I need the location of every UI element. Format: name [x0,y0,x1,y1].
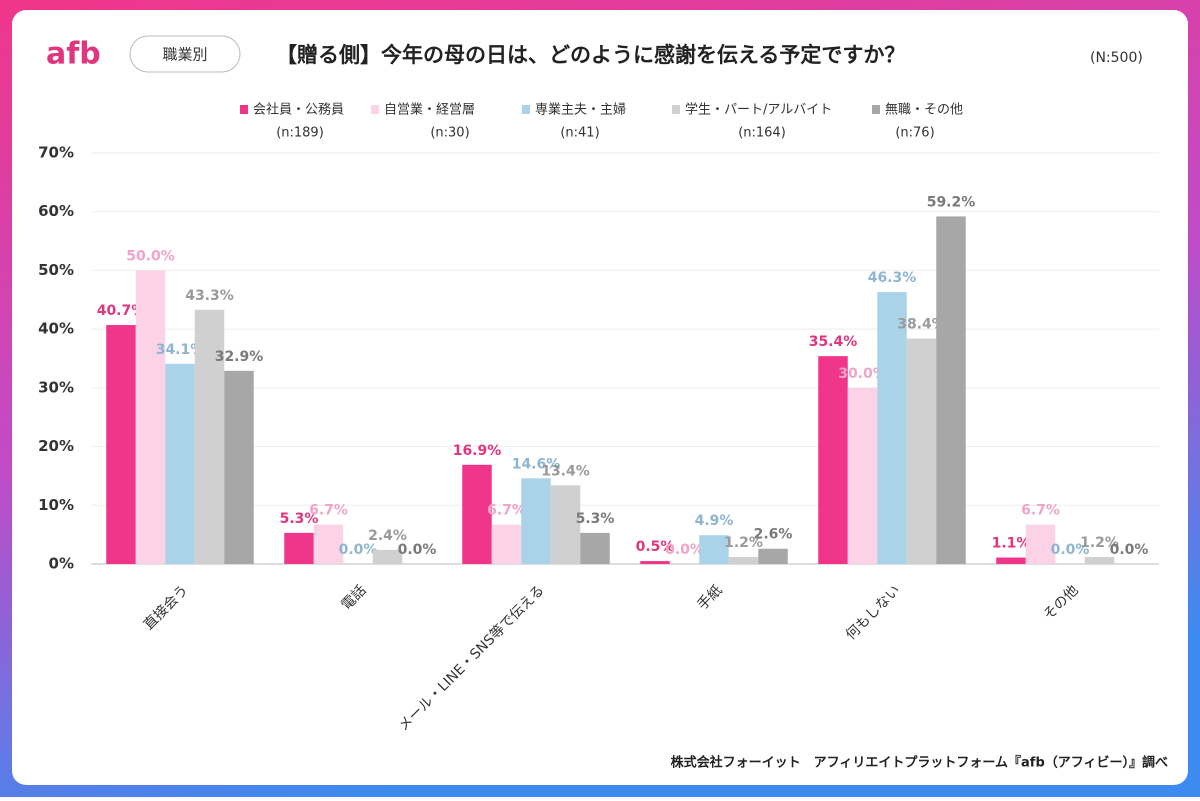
legend-label: 専業主夫・主婦 [535,102,626,118]
legend-sample: (n:164) [738,126,786,141]
bar [106,325,136,564]
value-label: 0.0% [1051,542,1090,558]
value-label: 1.2% [1080,535,1119,551]
bar [194,309,225,564]
value-label: 50.0% [126,248,175,264]
value-label: 5.3% [576,511,615,527]
value-label: 4.9% [695,513,734,529]
filter-pill [129,35,241,73]
value-label: 35.4% [809,334,858,350]
source: 株式会社フォーイット アフィリエイトプラットフォーム『afb（アフィビー）』調べ [671,755,1168,771]
bar [580,532,610,564]
value-label: 46.3% [868,270,917,286]
y-tick-label: 20% [38,437,74,455]
legend-sample: (n:189) [276,126,324,141]
value-label: 1.1% [992,536,1031,552]
value-label: 38.4% [897,317,946,333]
y-tick-label: 50% [38,261,74,279]
chart-subtitle: (N:500) [1090,50,1143,66]
y-tick-label: 30% [38,378,74,396]
value-label: 5.3% [280,511,319,527]
value-label: 6.7% [487,503,526,519]
value-label: 13.4% [541,463,590,479]
legend-sample: (n:76) [895,126,934,141]
chart-title: 【贈る側】今年の母の日は、どのように感謝を伝える予定ですか？ [276,43,905,67]
bar [372,549,403,564]
bar [758,548,788,564]
y-tick-label: 60% [38,202,74,220]
value-label: 0.0% [339,542,378,558]
y-tick-label: 10% [38,496,74,514]
value-label: 0.0% [398,542,437,558]
value-label: 2.4% [368,528,407,544]
legend-sample: (n:30) [430,126,469,141]
legend-swatch [872,105,880,114]
value-label: 0.0% [1110,542,1149,558]
value-label: 1.2% [724,535,763,551]
y-tick-label: 0% [49,555,74,573]
bar [165,363,195,564]
legend-sample: (n:41) [560,126,599,141]
y-tick-label: 40% [38,320,74,338]
bar [313,524,344,564]
value-label: 6.7% [309,503,348,519]
bar [521,478,551,564]
logo: afb [46,37,101,72]
bar [491,524,522,564]
bar [1025,524,1056,564]
bar [877,292,907,564]
value-label: 32.9% [215,349,264,365]
filter-label: 職業別 [162,46,207,64]
bar [847,387,878,564]
bar [640,561,670,564]
value-label: 34.1% [156,342,205,358]
value-label: 0.0% [665,542,704,558]
panel [12,10,1188,785]
bar [936,216,966,564]
bar [996,557,1026,564]
value-label: 2.6% [754,527,793,543]
value-label: 30.0% [838,366,887,382]
legend-swatch [522,105,530,114]
bar [462,464,492,564]
value-label: 40.7% [97,303,146,319]
value-label: 16.9% [453,443,502,459]
bar [284,532,314,564]
legend-label: 無職・その他 [885,103,963,118]
value-label: 6.7% [1021,503,1060,519]
legend-label: 自営業・経営層 [384,102,475,118]
bar [728,556,759,564]
value-label: 14.6% [512,456,561,472]
legend-swatch [672,105,680,114]
bar [224,370,254,564]
value-label: 59.2% [927,194,976,210]
bar [550,485,581,564]
legend-label: 会社員・公務員 [253,102,344,118]
bar [1084,556,1115,564]
value-label: 43.3% [185,288,234,304]
legend-swatch [240,105,248,114]
legend-swatch [371,105,379,114]
bar [818,356,848,564]
y-tick-label: 70% [38,144,74,162]
bar [135,270,166,564]
value-label: 0.5% [636,539,675,555]
bar [699,535,729,564]
bar [906,338,937,564]
legend-label: 学生・パート/アルバイト [685,102,832,118]
